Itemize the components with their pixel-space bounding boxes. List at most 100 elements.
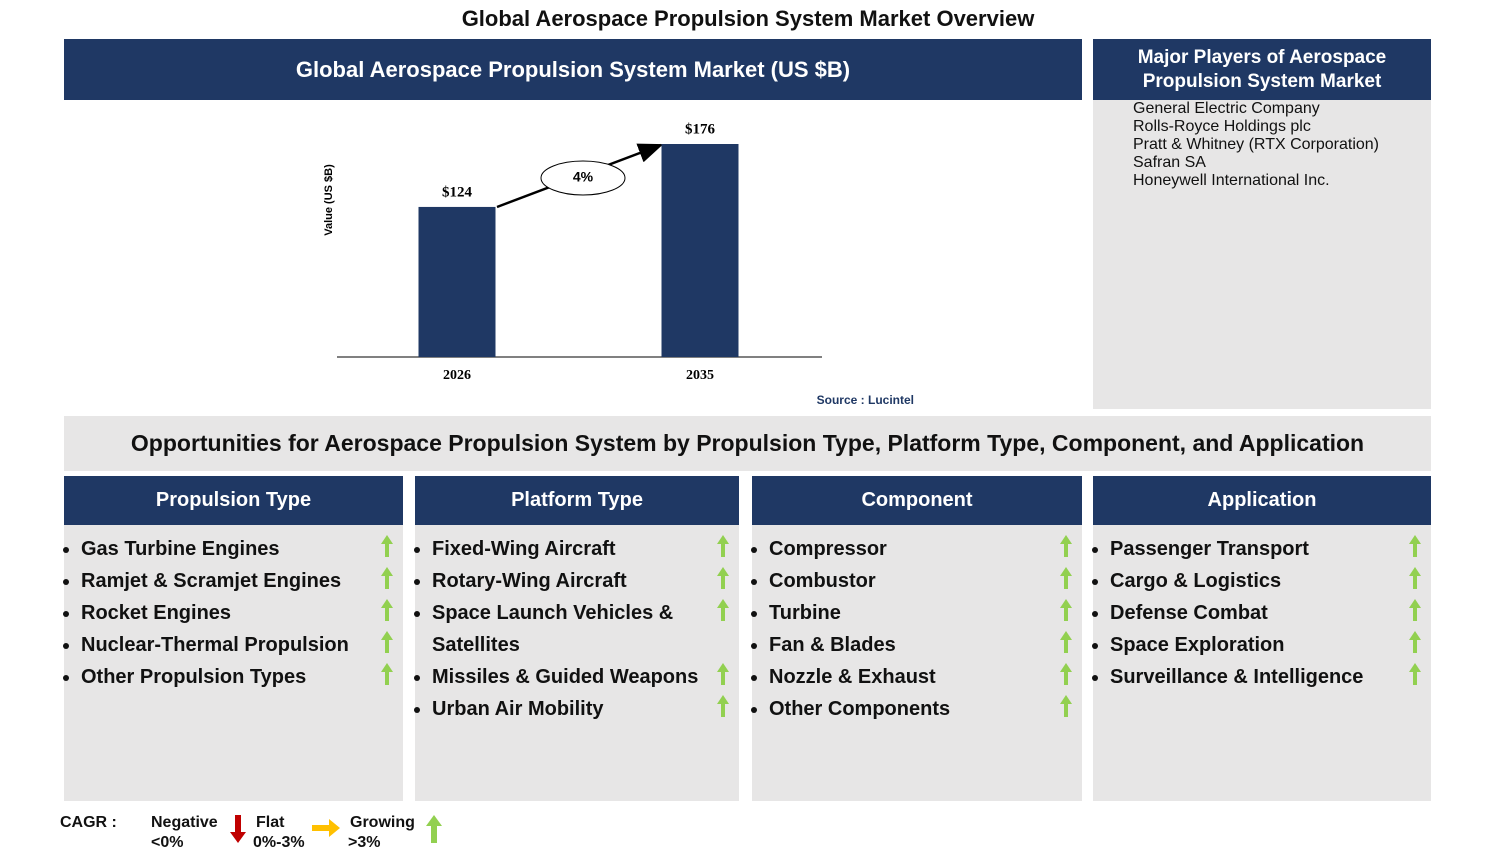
column-body: Gas Turbine Engines Ramjet & Scramjet Eng…: [64, 525, 403, 801]
item-text: Ramjet & Scramjet Engines: [81, 570, 342, 592]
legend-negative: Negative: [151, 814, 218, 831]
item-text: Other Components: [769, 698, 951, 720]
item-text: Surveillance & Intelligence: [1110, 666, 1364, 688]
column-header: Application: [1093, 476, 1431, 525]
item-text: Nuclear-Thermal Propulsion: [81, 634, 349, 656]
arrow-shape: [717, 599, 729, 621]
item-list: Fixed-Wing Aircraft Rotary-Wing Aircraft S…: [415, 525, 739, 725]
growth-arrow: [1409, 631, 1421, 653]
item-text: Passenger Transport: [1110, 538, 1309, 560]
item-text: Turbine: [769, 602, 841, 624]
item-list: Gas Turbine Engines Ramjet & Scramjet Eng…: [64, 525, 403, 693]
column-header: Component: [752, 476, 1082, 525]
item: Other Propulsion Types: [81, 661, 403, 693]
bar: [661, 144, 739, 357]
chart: Value (US $B) 4% Source : Lucintel $124 2…: [323, 121, 914, 407]
item: Turbine: [769, 597, 1082, 629]
item: Space Exploration: [1110, 629, 1431, 661]
item-text: Combustor: [769, 570, 876, 592]
growth-arrow: [1409, 535, 1421, 557]
players-header: Major Players of Aerospace Propulsion Sy…: [1093, 39, 1431, 100]
growth-arrow: [381, 631, 393, 653]
item: Other Components: [769, 693, 1082, 725]
player-name: Rolls-Royce Holdings plc: [1133, 118, 1311, 135]
arrow-shape: [381, 663, 393, 685]
growth-arrow: [717, 695, 729, 717]
page-title: Global Aerospace Propulsion System Marke…: [461, 6, 1035, 31]
player-name: Pratt & Whitney (RTX Corporation): [1133, 136, 1380, 153]
arrow-shape: [717, 535, 729, 557]
x-tick-label: 2026: [443, 368, 471, 383]
item-text: Space Exploration: [1110, 634, 1285, 656]
legend-label: CAGR :: [60, 814, 117, 831]
growth-arrow: [381, 599, 393, 621]
value-label: $176: [685, 121, 716, 137]
item: Missiles & Guided Weapons: [432, 661, 739, 693]
item-text: Rocket Engines: [81, 602, 232, 624]
item-text: Cargo & Logistics: [1110, 570, 1282, 592]
growth-arrow: [381, 567, 393, 589]
column-header: Propulsion Type: [64, 476, 403, 525]
arrow-shape: [381, 631, 393, 653]
y-axis-label: Value (US $B): [323, 164, 335, 236]
item: Urban Air Mobility: [432, 693, 739, 725]
item: Passenger Transport: [1110, 533, 1431, 565]
growth-arrow: [717, 567, 729, 589]
player-name: Safran SA: [1133, 154, 1206, 171]
item-text: Rotary-Wing Aircraft: [432, 570, 627, 592]
arrow-shape: [1060, 599, 1072, 621]
item: Ramjet & Scramjet Engines: [81, 565, 403, 597]
source: Source : Lucintel: [817, 393, 914, 407]
column-body: Fixed-Wing Aircraft Rotary-Wing Aircraft S…: [415, 525, 739, 801]
negative-icon: [230, 815, 246, 843]
item: Fixed-Wing Aircraft: [432, 533, 739, 565]
growth-arrow: [1060, 663, 1072, 685]
item: Rotary-Wing Aircraft: [432, 565, 739, 597]
item-text: Urban Air Mobility: [432, 698, 604, 720]
item-text: Defense Combat: [1110, 602, 1268, 624]
chart-header: Global Aerospace Propulsion System Marke…: [64, 39, 1082, 100]
item: Nuclear-Thermal Propulsion: [81, 629, 403, 661]
growth-arrow: [381, 535, 393, 557]
arrow-shape: [717, 695, 729, 717]
column-body: Compressor Combustor Turbine Fan & Blades No…: [752, 525, 1082, 801]
item-list: Compressor Combustor Turbine Fan & Blades No…: [752, 525, 1082, 725]
cagr-ellipse: [540, 160, 626, 196]
item: Cargo & Logistics: [1110, 565, 1431, 597]
growth-arrow: [1060, 631, 1072, 653]
growing-icon: [426, 815, 442, 843]
item: Surveillance & Intelligence: [1110, 661, 1431, 693]
arrow-shape: [1409, 631, 1421, 653]
player-name: General Electric Company: [1133, 100, 1320, 117]
arrow-shape: [1409, 663, 1421, 685]
arrow-shape: [1409, 599, 1421, 621]
opportunities-banner: Opportunities for Aerospace Propulsion S…: [64, 416, 1431, 471]
item: Fan & Blades: [769, 629, 1082, 661]
growth-arrow: [717, 599, 729, 621]
arrow-shape: [381, 535, 393, 557]
growth-arrow: [381, 663, 393, 685]
arrow-shape: [717, 663, 729, 685]
arrow-shape: [717, 567, 729, 589]
bar: [418, 206, 496, 357]
arrow-shape: [1060, 567, 1072, 589]
legend-growing-range: >3%: [348, 834, 381, 851]
legend-growing: Growing: [350, 814, 415, 831]
growth-arrow: [717, 535, 729, 557]
item: Defense Combat: [1110, 597, 1431, 629]
arrow-shape: [381, 567, 393, 589]
growth-arrow: [1409, 599, 1421, 621]
item: Space Launch Vehicles & Satellites: [432, 597, 739, 661]
item-list: Passenger Transport Cargo & Logistics Defe…: [1093, 525, 1431, 693]
growth-arrow: [1409, 663, 1421, 685]
cagr-label: 4%: [573, 169, 594, 185]
item: Compressor: [769, 533, 1082, 565]
item: Gas Turbine Engines: [81, 533, 403, 565]
flat-icon: [312, 819, 340, 837]
arrow-shape: [1060, 631, 1072, 653]
item-text: Fan & Blades: [769, 634, 896, 656]
arrow-shape: [1409, 567, 1421, 589]
growth-arrow: [717, 663, 729, 685]
growth-arrow: [1409, 567, 1421, 589]
item: Rocket Engines: [81, 597, 403, 629]
